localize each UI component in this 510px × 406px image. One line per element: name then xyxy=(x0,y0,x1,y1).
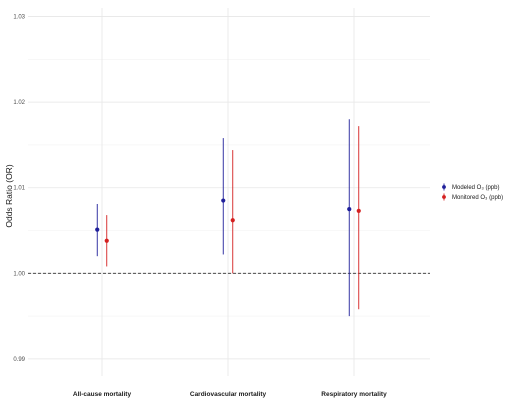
legend-key-point xyxy=(442,195,446,199)
y-axis-title: Odds Ratio (OR) xyxy=(4,164,14,227)
x-tick-label: All-cause mortality xyxy=(73,391,132,398)
data-point xyxy=(347,207,352,212)
data-point xyxy=(221,198,226,203)
y-tick-label: 0.99 xyxy=(13,357,25,363)
data-marks xyxy=(95,119,361,317)
x-tick-label: Cardiovascular mortality xyxy=(190,391,267,398)
data-point xyxy=(104,238,109,243)
y-tick-label: 1.02 xyxy=(13,100,25,106)
y-tick-label: 1.00 xyxy=(13,271,25,277)
legend-label: Monitored O₃ (ppb) xyxy=(452,195,503,201)
y-tick-label: 1.03 xyxy=(13,15,25,21)
x-tick-label: Respiratory mortality xyxy=(321,391,387,398)
legend-key-point xyxy=(442,185,446,189)
data-point xyxy=(356,208,361,213)
data-point xyxy=(95,227,100,232)
y-tick-label: 1.01 xyxy=(13,186,25,192)
legend: Modeled O₃ (ppb) Monitored O₃ (ppb) xyxy=(442,183,503,201)
data-point xyxy=(230,218,235,223)
axes: Odds Ratio (OR) 0.99 1.00 1.01 1.02 1.03 All-… xyxy=(4,15,387,398)
legend-label: Modeled O₃ (ppb) xyxy=(452,185,499,191)
